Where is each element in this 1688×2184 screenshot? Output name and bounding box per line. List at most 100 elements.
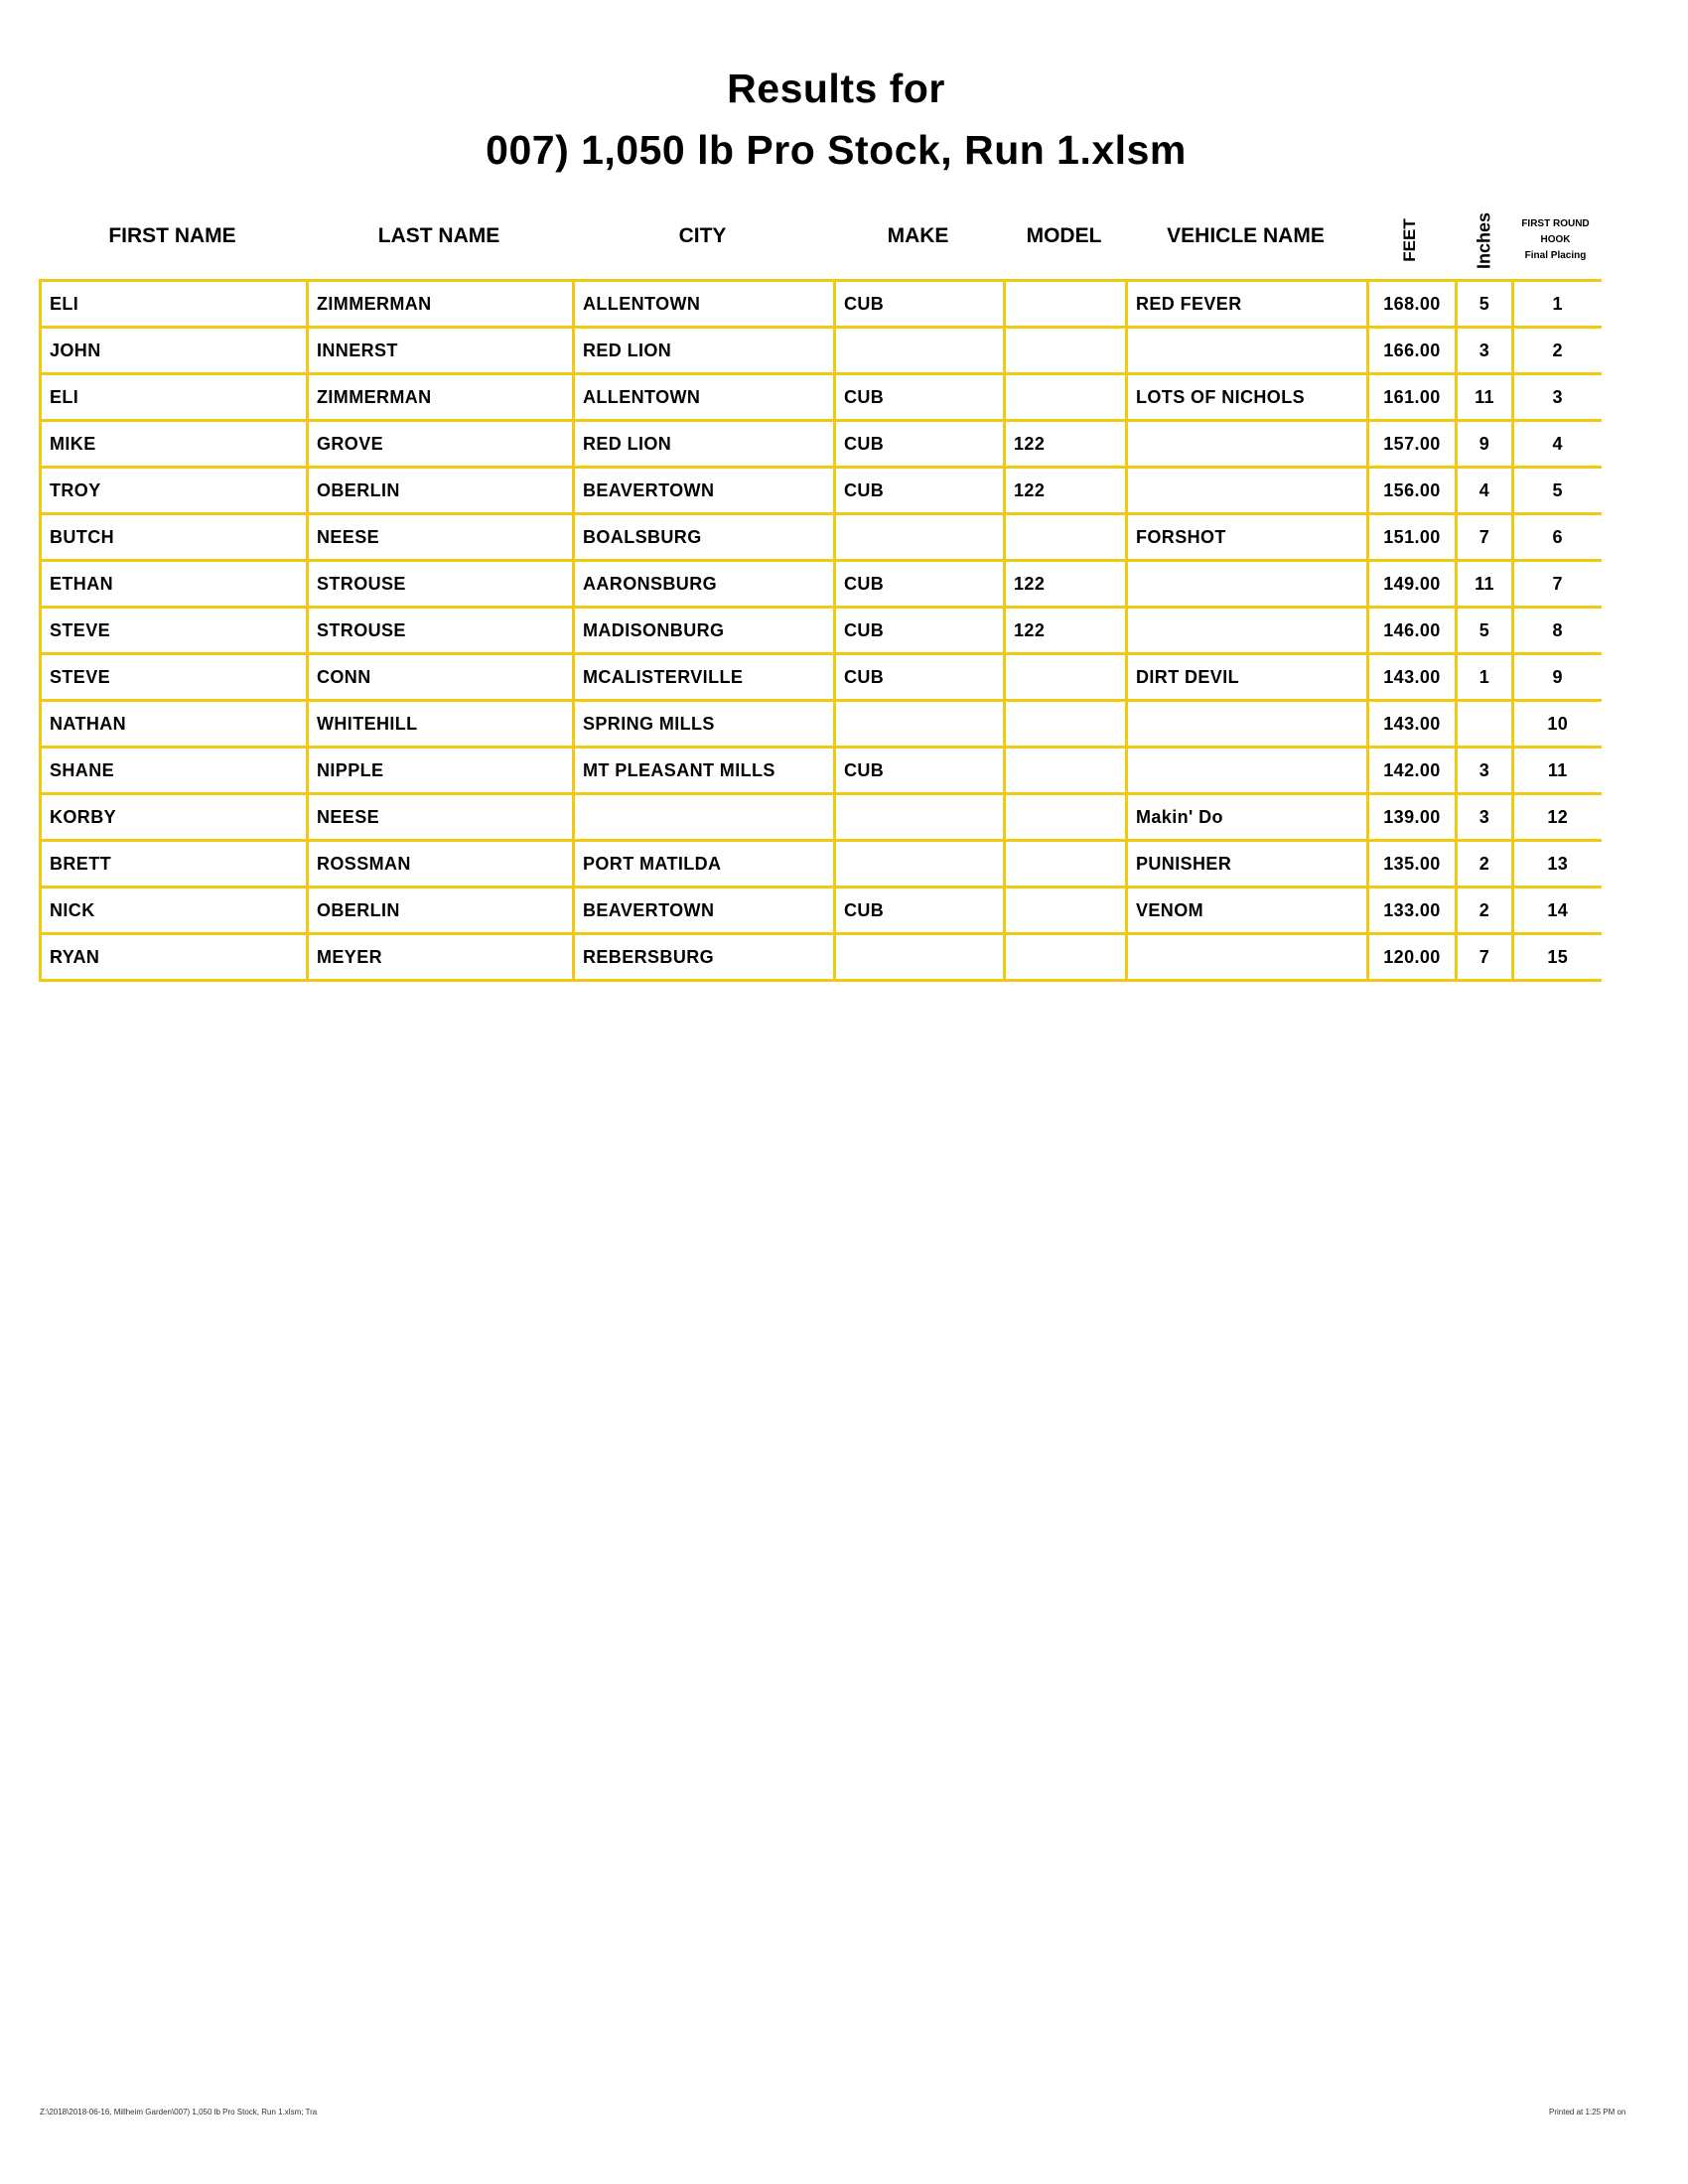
cell-inches: 7 [1455, 932, 1514, 982]
cell-last-name: NIPPLE [306, 746, 575, 795]
cell-last-name: INNERST [306, 326, 575, 375]
cell-make: CUB [833, 279, 1006, 329]
cell-city: REBERSBURG [572, 932, 836, 982]
cell-model: 122 [1003, 466, 1128, 515]
table-row: STEVE STROUSE MADISONBURG CUB 122 146.00 5 8 [39, 606, 1602, 655]
cell-model [1003, 792, 1128, 842]
table-row: BUTCH NEESE BOALSBURG FORSHOT 151.00 7 6 [39, 512, 1602, 562]
header-city: CITY [678, 224, 727, 247]
results-table: ELI ZIMMERMAN ALLENTOWN CUB RED FEVER 168.00 5… [39, 279, 1602, 982]
cell-first-name: NATHAN [39, 699, 309, 749]
cell-make: CUB [833, 372, 1006, 422]
cell-model [1003, 839, 1128, 888]
cell-inches [1455, 699, 1514, 749]
cell-vehicle-name [1125, 559, 1369, 609]
cell-model: 122 [1003, 606, 1128, 655]
cell-inches: 1 [1455, 652, 1514, 702]
cell-city: RED LION [572, 419, 836, 469]
cell-model [1003, 279, 1128, 329]
header-first-name: FIRST NAME [108, 224, 236, 247]
cell-first-name: RYAN [39, 932, 309, 982]
cell-city: BEAVERTOWN [572, 466, 836, 515]
footer-file-path: Z:\2018\2018-06-16, Millheim Garden\007)… [40, 2108, 318, 2116]
cell-feet: 146.00 [1366, 606, 1458, 655]
cell-first-name: STEVE [39, 606, 309, 655]
table-row: BRETT ROSSMAN PORT MATILDA PUNISHER 135.00 2 1… [39, 839, 1602, 888]
cell-model [1003, 746, 1128, 795]
cell-feet: 139.00 [1366, 792, 1458, 842]
cell-final-placing: 14 [1511, 886, 1602, 935]
cell-vehicle-name: FORSHOT [1125, 512, 1369, 562]
cell-inches: 11 [1455, 559, 1514, 609]
cell-vehicle-name [1125, 466, 1369, 515]
cell-inches: 3 [1455, 326, 1514, 375]
cell-inches: 2 [1455, 886, 1514, 935]
cell-make: CUB [833, 652, 1006, 702]
cell-last-name: STROUSE [306, 559, 575, 609]
cell-last-name: ROSSMAN [306, 839, 575, 888]
table-row: ELI ZIMMERMAN ALLENTOWN CUB RED FEVER 168.00 5… [39, 279, 1602, 329]
cell-model [1003, 512, 1128, 562]
cell-vehicle-name: PUNISHER [1125, 839, 1369, 888]
table-row: KORBY NEESE Makin' Do 139.00 3 12 [39, 792, 1602, 842]
cell-final-placing: 1 [1511, 279, 1602, 329]
table-row: TROY OBERLIN BEAVERTOWN CUB 122 156.00 4 5 [39, 466, 1602, 515]
header-vehicle-name: VEHICLE NAME [1167, 224, 1325, 247]
header-placing-line3: Final Placing [1524, 250, 1587, 261]
cell-final-placing: 11 [1511, 746, 1602, 795]
cell-feet: 166.00 [1366, 326, 1458, 375]
cell-vehicle-name [1125, 932, 1369, 982]
cell-vehicle-name: VENOM [1125, 886, 1369, 935]
cell-final-placing: 10 [1511, 699, 1602, 749]
cell-inches: 7 [1455, 512, 1514, 562]
table-row: SHANE NIPPLE MT PLEASANT MILLS CUB 142.00 3 11 [39, 746, 1602, 795]
cell-make [833, 699, 1006, 749]
cell-final-placing: 15 [1511, 932, 1602, 982]
table-row: MIKE GROVE RED LION CUB 122 157.00 9 4 [39, 419, 1602, 469]
cell-feet: 156.00 [1366, 466, 1458, 515]
cell-first-name: JOHN [39, 326, 309, 375]
cell-final-placing: 7 [1511, 559, 1602, 609]
cell-feet: 143.00 [1366, 652, 1458, 702]
cell-first-name: ELI [39, 279, 309, 329]
cell-city: BOALSBURG [572, 512, 836, 562]
cell-last-name: OBERLIN [306, 466, 575, 515]
cell-make [833, 512, 1006, 562]
cell-model [1003, 652, 1128, 702]
cell-last-name: NEESE [306, 792, 575, 842]
cell-final-placing: 12 [1511, 792, 1602, 842]
cell-vehicle-name [1125, 326, 1369, 375]
cell-make: CUB [833, 466, 1006, 515]
cell-vehicle-name [1125, 699, 1369, 749]
cell-first-name: ELI [39, 372, 309, 422]
cell-final-placing: 13 [1511, 839, 1602, 888]
cell-inches: 9 [1455, 419, 1514, 469]
cell-feet: 135.00 [1366, 839, 1458, 888]
cell-first-name: BUTCH [39, 512, 309, 562]
cell-feet: 142.00 [1366, 746, 1458, 795]
cell-make: CUB [833, 419, 1006, 469]
cell-vehicle-name: Makin' Do [1125, 792, 1369, 842]
cell-feet: 143.00 [1366, 699, 1458, 749]
cell-inches: 3 [1455, 746, 1514, 795]
cell-first-name: SHANE [39, 746, 309, 795]
cell-feet: 168.00 [1366, 279, 1458, 329]
cell-feet: 151.00 [1366, 512, 1458, 562]
header-final-placing: FIRST ROUND HOOK Final Placing [1511, 216, 1600, 264]
cell-first-name: STEVE [39, 652, 309, 702]
cell-city: PORT MATILDA [572, 839, 836, 888]
cell-make [833, 326, 1006, 375]
cell-city: SPRING MILLS [572, 699, 836, 749]
cell-last-name: CONN [306, 652, 575, 702]
cell-vehicle-name [1125, 419, 1369, 469]
header-last-name: LAST NAME [377, 224, 500, 247]
cell-last-name: WHITEHILL [306, 699, 575, 749]
cell-last-name: GROVE [306, 419, 575, 469]
cell-make [833, 839, 1006, 888]
cell-final-placing: 6 [1511, 512, 1602, 562]
cell-city: RED LION [572, 326, 836, 375]
cell-final-placing: 4 [1511, 419, 1602, 469]
cell-feet: 133.00 [1366, 886, 1458, 935]
cell-last-name: NEESE [306, 512, 575, 562]
cell-make: CUB [833, 559, 1006, 609]
